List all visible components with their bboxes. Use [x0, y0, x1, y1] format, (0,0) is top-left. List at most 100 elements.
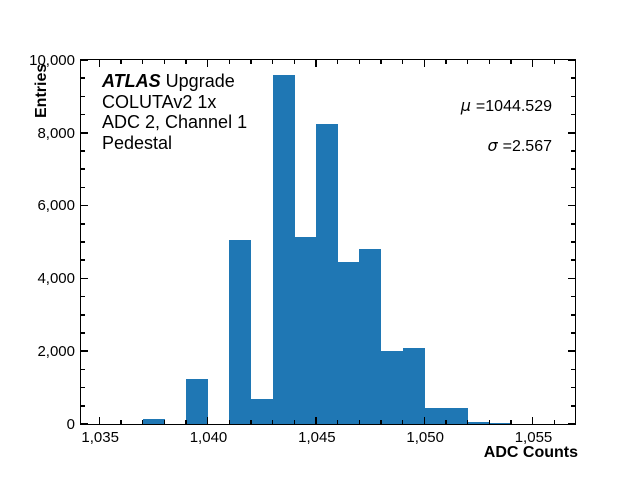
y-minor-tick	[81, 295, 85, 298]
x-minor-tick	[466, 420, 469, 424]
mu-stat: μ =1044.529	[461, 96, 552, 116]
x-minor-tick-top	[336, 60, 339, 64]
x-minor-tick	[510, 420, 512, 424]
x-axis-label: ADC Counts	[483, 444, 578, 461]
x-minor-tick-top	[510, 60, 512, 64]
y-tick-label: 8,000	[37, 124, 75, 142]
y-major-tick	[81, 132, 88, 134]
mu-value: =1044.529	[475, 98, 552, 115]
histogram-bar-1037	[142, 418, 165, 424]
x-minor-tick	[141, 420, 144, 424]
y-minor-tick	[81, 223, 85, 225]
y-major-tick	[81, 277, 88, 280]
y-minor-tick	[81, 368, 85, 371]
x-minor-tick	[488, 420, 491, 424]
x-minor-tick	[380, 420, 382, 424]
x-tick-label: 1,035	[81, 428, 119, 446]
y-major-tick	[81, 350, 88, 352]
x-minor-tick-top	[228, 60, 231, 64]
y-minor-tick	[81, 259, 85, 261]
x-minor-tick-top	[553, 60, 556, 64]
y-major-tick-right	[568, 423, 575, 425]
histogram-bar-1046	[337, 262, 360, 424]
histogram-bar-1042	[251, 398, 274, 424]
histogram-bar-1048	[381, 351, 404, 424]
sigma-value: =2.567	[502, 138, 552, 155]
x-major-tick	[98, 417, 101, 424]
x-major-tick	[531, 417, 534, 424]
y-minor-tick	[81, 405, 85, 407]
histogram-bar-1044	[294, 236, 317, 424]
x-minor-tick	[120, 420, 122, 424]
y-minor-tick	[81, 332, 85, 334]
x-minor-tick-top	[293, 60, 296, 64]
x-minor-tick-top	[401, 60, 404, 64]
y-major-tick	[81, 204, 88, 207]
x-minor-tick	[445, 420, 447, 424]
y-minor-tick	[81, 386, 85, 389]
x-minor-tick	[250, 420, 252, 424]
x-major-tick	[206, 417, 209, 424]
y-minor-tick-right	[571, 223, 575, 225]
y-tick-label: 4,000	[37, 270, 75, 288]
x-major-tick-top	[98, 60, 101, 67]
x-minor-tick-top	[445, 60, 447, 64]
x-minor-tick-top	[250, 60, 252, 64]
y-minor-tick	[81, 77, 85, 79]
histogram-bar-1039	[186, 378, 209, 424]
x-major-tick-top	[423, 60, 426, 67]
y-minor-tick-right	[571, 113, 575, 116]
y-major-tick-right	[568, 350, 575, 352]
x-minor-tick	[553, 420, 556, 424]
y-minor-tick-right	[571, 314, 575, 316]
x-minor-tick-top	[120, 60, 122, 64]
y-tick-label: 10,000	[29, 51, 75, 69]
y-minor-tick-right	[571, 186, 575, 189]
x-minor-tick	[358, 420, 361, 424]
x-minor-tick	[163, 420, 166, 424]
mu-symbol: μ	[460, 96, 471, 115]
x-major-tick	[315, 417, 317, 424]
x-minor-tick-top	[163, 60, 166, 64]
y-major-tick	[81, 423, 88, 425]
y-tick-label: 2,000	[37, 343, 75, 360]
y-minor-tick	[81, 168, 85, 170]
histogram-bar-1041	[229, 240, 252, 424]
x-major-tick-top	[315, 60, 317, 67]
annotation-line-2: COLUTAv2 1x	[102, 91, 217, 112]
y-minor-tick-right	[571, 405, 575, 407]
y-minor-tick-right	[571, 241, 575, 243]
x-minor-tick	[185, 420, 187, 424]
annotation-line-1: ATLAS Upgrade	[102, 71, 247, 92]
y-minor-tick-right	[571, 295, 575, 298]
x-minor-tick-top	[271, 60, 274, 64]
histogram-bar-1043	[272, 74, 295, 424]
x-minor-tick-top	[488, 60, 491, 64]
y-minor-tick-right	[571, 150, 575, 152]
plot-area: ATLAS Upgrade COLUTAv2 1x ADC 2, Channel…	[80, 59, 576, 425]
y-tick-label: 6,000	[37, 197, 75, 215]
x-minor-tick	[228, 420, 231, 424]
annotation-line-4: Pedestal	[102, 132, 173, 153]
y-minor-tick	[81, 186, 85, 189]
x-minor-tick	[336, 420, 339, 424]
y-minor-tick-right	[571, 259, 575, 261]
x-minor-tick-top	[466, 60, 469, 64]
x-major-tick-top	[531, 60, 534, 67]
y-major-tick-right	[568, 204, 575, 207]
x-tick-label: 1,040	[189, 428, 228, 446]
y-minor-tick	[81, 241, 85, 243]
experiment-suffix: Upgrade	[160, 71, 235, 91]
x-minor-tick	[293, 420, 296, 424]
y-minor-tick	[81, 95, 85, 98]
y-major-tick-right	[568, 277, 575, 280]
y-major-tick-right	[568, 59, 575, 61]
x-minor-tick-top	[358, 60, 361, 64]
y-minor-tick-right	[571, 168, 575, 170]
x-minor-tick-top	[380, 60, 382, 64]
sigma-stat: σ =2.567	[487, 136, 552, 156]
x-minor-tick	[401, 420, 404, 424]
x-minor-tick-top	[141, 60, 144, 64]
x-tick-label: 1,055	[514, 428, 553, 446]
